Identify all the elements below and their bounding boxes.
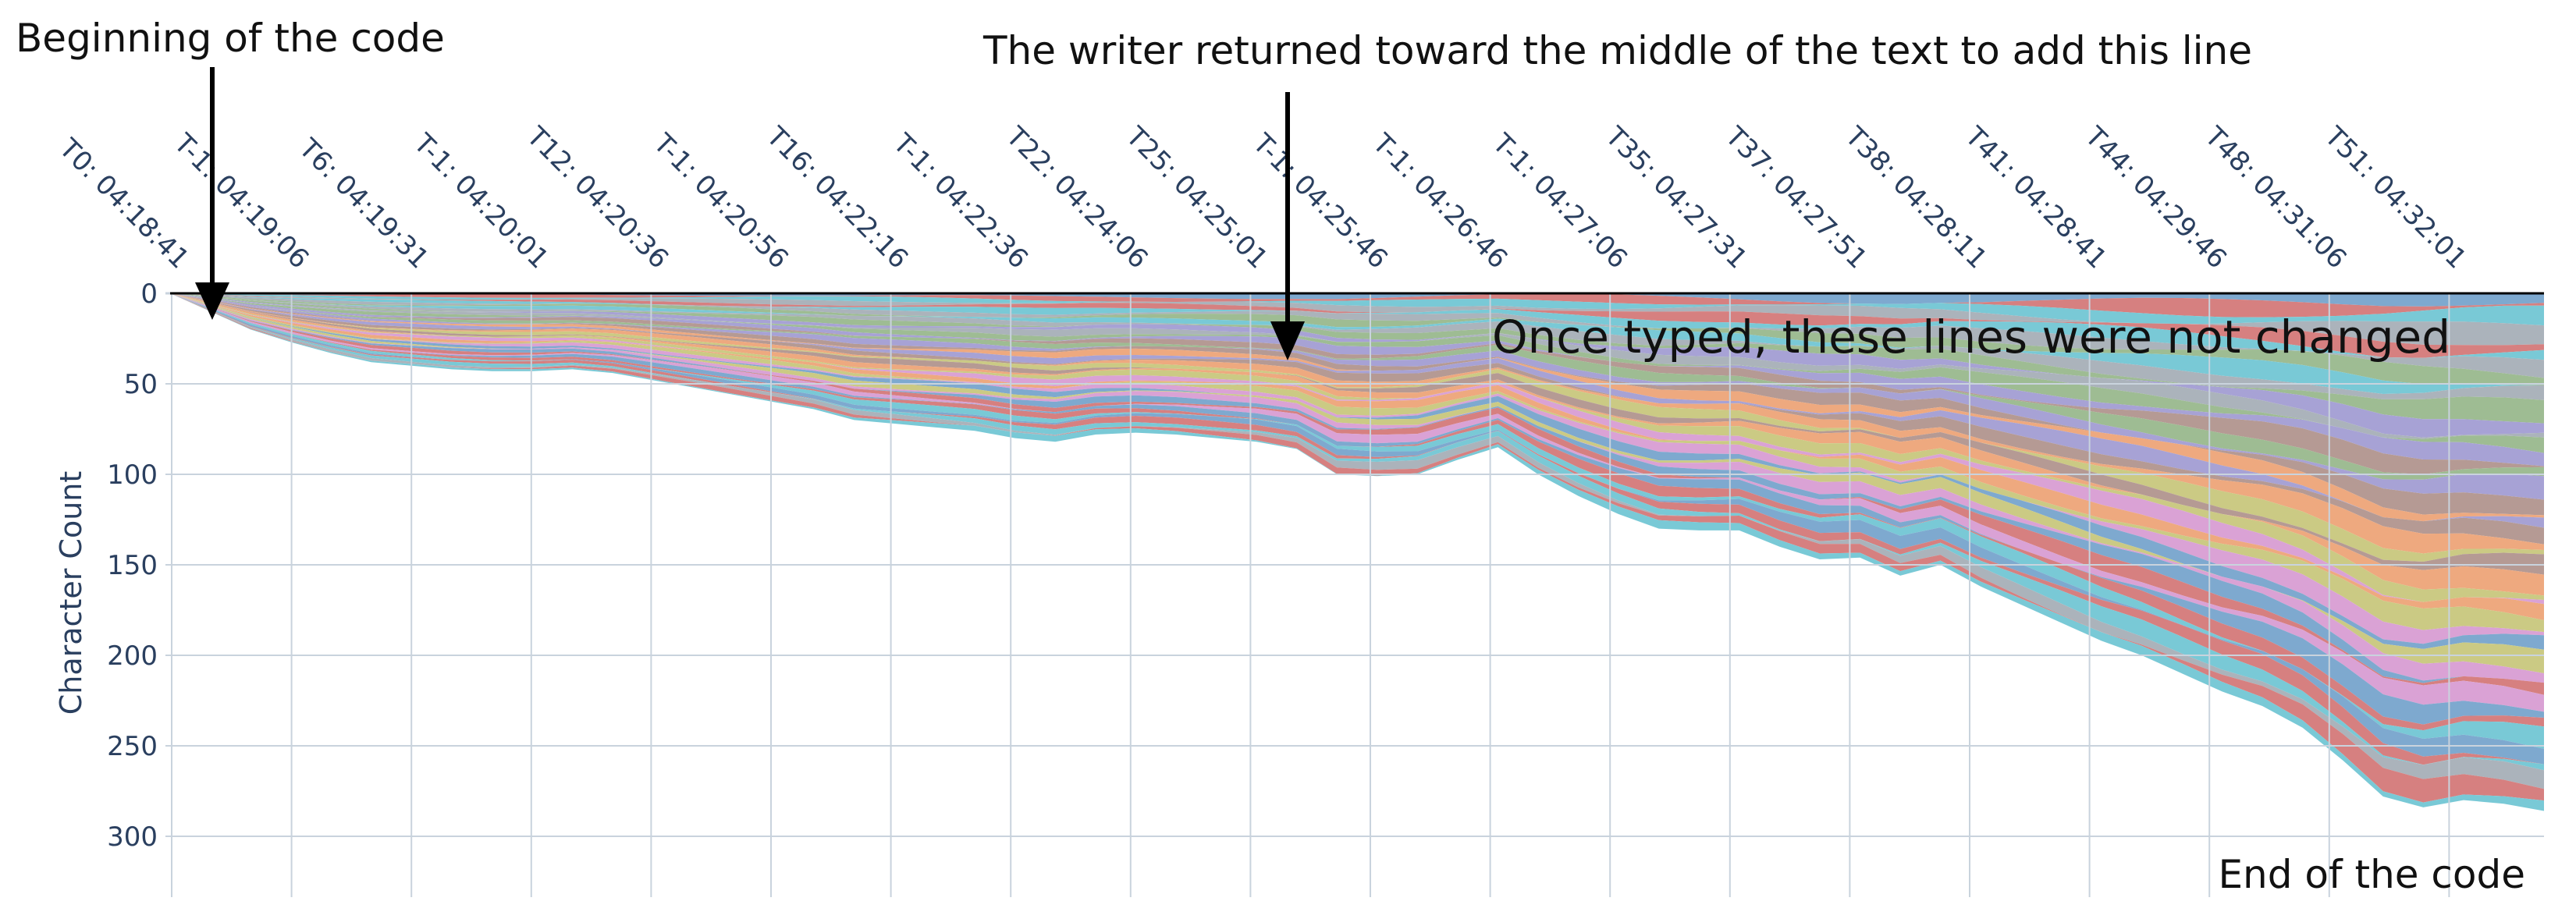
annotation-middle-arrow-head xyxy=(1270,321,1305,360)
y-tick-label: 300 xyxy=(107,821,158,853)
annotation-beginning: Beginning of the code xyxy=(16,16,445,320)
gridlines xyxy=(165,292,2544,897)
line-band xyxy=(170,293,2544,326)
line-band xyxy=(170,293,2544,360)
annotation-unchanged-text: Once typed, these lines were not changed xyxy=(1492,310,2450,364)
annotation-beginning-text: Beginning of the code xyxy=(16,16,445,61)
line-band xyxy=(170,293,2544,318)
line-band xyxy=(170,293,2544,307)
annotation-middle: The writer returned toward the middle of… xyxy=(982,28,2252,360)
y-tick-label: 0 xyxy=(140,279,158,310)
annotation-beginning-arrow-head xyxy=(195,282,229,320)
y-tick-label: 50 xyxy=(124,369,158,400)
line-band xyxy=(170,293,2544,378)
line-bands xyxy=(170,293,2544,811)
annotation-end-text: End of the code xyxy=(2218,852,2525,897)
y-axis-ticks: 0 50 100 150 200 250 300 xyxy=(107,279,158,853)
y-tick-label: 100 xyxy=(107,460,158,491)
y-tick-label: 150 xyxy=(107,550,158,581)
y-tick-label: 250 xyxy=(107,731,158,762)
y-tick-label: 200 xyxy=(107,640,158,672)
annotation-middle-text: The writer returned toward the middle of… xyxy=(982,28,2252,73)
line-band xyxy=(170,293,2544,400)
y-axis-label: Character Count xyxy=(54,471,88,715)
